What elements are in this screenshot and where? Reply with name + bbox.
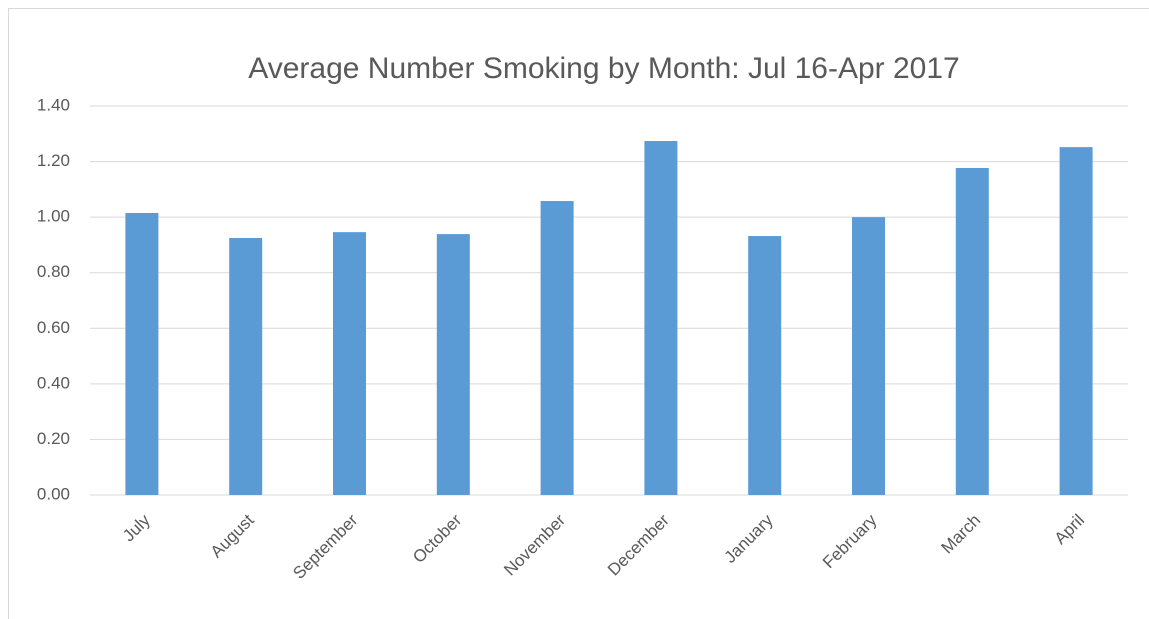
x-tick-label: August [207, 510, 258, 561]
bar [125, 212, 159, 495]
y-tick-label: 0.60 [37, 318, 70, 337]
bar [229, 237, 263, 495]
bar [540, 201, 574, 495]
bar [1059, 147, 1093, 495]
y-tick-label: 0.40 [37, 373, 70, 392]
chart-border [8, 8, 1149, 619]
x-tick-label: February [819, 510, 881, 572]
chart-title: Average Number Smoking by Month: Jul 16-… [248, 52, 960, 85]
x-tick-label: October [409, 510, 465, 566]
x-tick-label: July [119, 510, 154, 545]
y-tick-label: 0.00 [37, 484, 70, 503]
x-tick-label: March [937, 511, 984, 558]
y-tick-label: 0.80 [37, 262, 70, 281]
x-tick-label: January [720, 510, 777, 567]
x-tick-label: December [604, 510, 673, 579]
bar [748, 236, 782, 495]
y-tick-label: 0.20 [37, 429, 70, 448]
bar [852, 217, 885, 495]
x-tick-label: September [289, 510, 361, 582]
y-tick-label: 1.40 [37, 95, 70, 114]
bar [955, 167, 989, 495]
bar [644, 141, 678, 495]
x-tick-label: November [500, 510, 569, 579]
bar [333, 232, 366, 495]
x-tick-label: April [1051, 511, 1088, 548]
y-tick-label: 1.20 [37, 151, 70, 170]
bar [436, 234, 470, 495]
y-tick-label: 1.00 [37, 207, 70, 226]
